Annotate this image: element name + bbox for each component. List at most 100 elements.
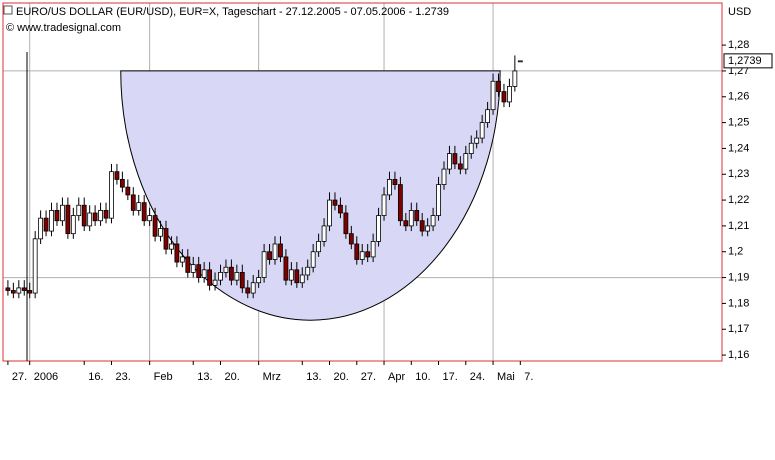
candle-body bbox=[327, 199, 332, 227]
candle-body bbox=[430, 215, 436, 227]
candle-body bbox=[147, 215, 153, 222]
y-tick-label: 1,26 bbox=[728, 91, 749, 103]
x-tick-label: 16. bbox=[88, 371, 103, 383]
candle-body bbox=[250, 282, 256, 294]
x-tick-label: 24. bbox=[470, 371, 485, 383]
candle-body bbox=[16, 287, 22, 294]
candle-body bbox=[207, 269, 212, 286]
candle-body bbox=[463, 153, 469, 170]
y-tick-label: 1,18 bbox=[728, 297, 749, 309]
y-tick-label: 1,19 bbox=[728, 271, 749, 283]
y-tick-label: 1,2 bbox=[728, 246, 743, 258]
x-tick-label: 7. bbox=[524, 371, 533, 383]
candle-body bbox=[441, 168, 447, 185]
candle-body bbox=[21, 287, 27, 291]
candle-body bbox=[190, 264, 196, 273]
x-tick-label: 17. bbox=[443, 371, 458, 383]
candle-body bbox=[136, 202, 142, 211]
candle-body bbox=[223, 266, 229, 273]
candle-body bbox=[278, 243, 283, 258]
candle-body bbox=[496, 80, 501, 92]
x-tick-label: 23. bbox=[115, 371, 130, 383]
last-value-box bbox=[723, 53, 773, 69]
candle-body bbox=[49, 210, 54, 232]
candle-body bbox=[316, 241, 322, 253]
candle-body bbox=[212, 279, 218, 286]
x-tick-label: Mai bbox=[497, 371, 515, 383]
candle-body bbox=[185, 256, 191, 273]
candle-body bbox=[43, 217, 49, 232]
candle-body bbox=[38, 217, 44, 240]
x-tick-label: 27. bbox=[361, 371, 376, 383]
candle-body bbox=[517, 60, 523, 63]
candle-body bbox=[60, 204, 65, 222]
candle-body bbox=[76, 204, 82, 216]
x-tick-label: Mrz bbox=[263, 371, 281, 383]
candle-body bbox=[348, 233, 354, 245]
candle-body bbox=[272, 243, 278, 260]
candle-body bbox=[261, 251, 267, 278]
last-value-label: 1,2739 bbox=[728, 55, 762, 67]
candle-body bbox=[54, 210, 60, 222]
candle-body bbox=[452, 153, 458, 165]
y-tick-label: 1,22 bbox=[728, 194, 749, 206]
y-tick-label: 1,23 bbox=[728, 168, 749, 180]
y-tick-label: 1,28 bbox=[728, 39, 749, 51]
candle-body bbox=[229, 266, 234, 281]
candle-body bbox=[32, 238, 38, 294]
y-tick-label: 1,16 bbox=[728, 349, 749, 361]
candle-body bbox=[87, 212, 93, 227]
candle-body bbox=[125, 186, 131, 196]
candle-body bbox=[245, 287, 251, 294]
candle-body bbox=[403, 220, 409, 227]
x-tick-label: Feb bbox=[154, 371, 173, 383]
candle-body bbox=[294, 269, 300, 284]
candle-body bbox=[201, 269, 207, 278]
candle-body bbox=[397, 184, 403, 222]
candle-body bbox=[370, 241, 376, 258]
y-tick-label: 1,24 bbox=[728, 142, 749, 154]
chart-title: EURO/US DOLLAR (EUR/USD), EUR=X, Tagesch… bbox=[16, 6, 449, 18]
x-tick-label: 20. bbox=[224, 371, 239, 383]
candle-body bbox=[332, 199, 338, 206]
candle-body bbox=[365, 251, 371, 258]
x-tick-label: 13. bbox=[306, 371, 321, 383]
x-tick-label: 2006 bbox=[34, 371, 58, 383]
candle-body bbox=[256, 277, 262, 284]
candle-body bbox=[218, 272, 223, 281]
candle-body bbox=[234, 272, 240, 281]
y-tick-label: 1,25 bbox=[728, 116, 749, 128]
candle-body bbox=[387, 179, 392, 196]
candle-body bbox=[354, 243, 360, 260]
candle-body bbox=[158, 228, 163, 237]
candle-body bbox=[81, 204, 87, 227]
candle-body bbox=[267, 251, 272, 260]
candle-body bbox=[27, 290, 33, 294]
y-unit: USD bbox=[728, 6, 751, 18]
x-tick-label: 27. bbox=[12, 371, 27, 383]
candle-body bbox=[174, 243, 180, 263]
candle-body bbox=[141, 202, 147, 222]
chart-subtitle: © www.tradesignal.com bbox=[6, 22, 121, 34]
candle-body bbox=[474, 137, 480, 144]
candle-body bbox=[381, 194, 387, 216]
candle-body bbox=[479, 122, 485, 139]
candle-body bbox=[425, 225, 431, 232]
candle-body bbox=[457, 163, 463, 170]
candle-body bbox=[512, 70, 518, 87]
candle-body bbox=[179, 256, 185, 263]
candle-body bbox=[103, 210, 109, 219]
candle-body bbox=[10, 290, 16, 294]
candle-body bbox=[343, 212, 349, 235]
candle-body bbox=[299, 274, 305, 284]
x-tick-label: 13. bbox=[197, 371, 212, 383]
candle-body bbox=[70, 215, 76, 235]
candle-body bbox=[359, 251, 365, 260]
y-tick-label: 1,17 bbox=[728, 323, 749, 335]
y-tick-label: 1,21 bbox=[728, 220, 749, 232]
candle-body bbox=[283, 256, 289, 281]
candle-body bbox=[376, 215, 381, 242]
candle-body bbox=[5, 287, 11, 291]
x-tick-label: 20. bbox=[334, 371, 349, 383]
